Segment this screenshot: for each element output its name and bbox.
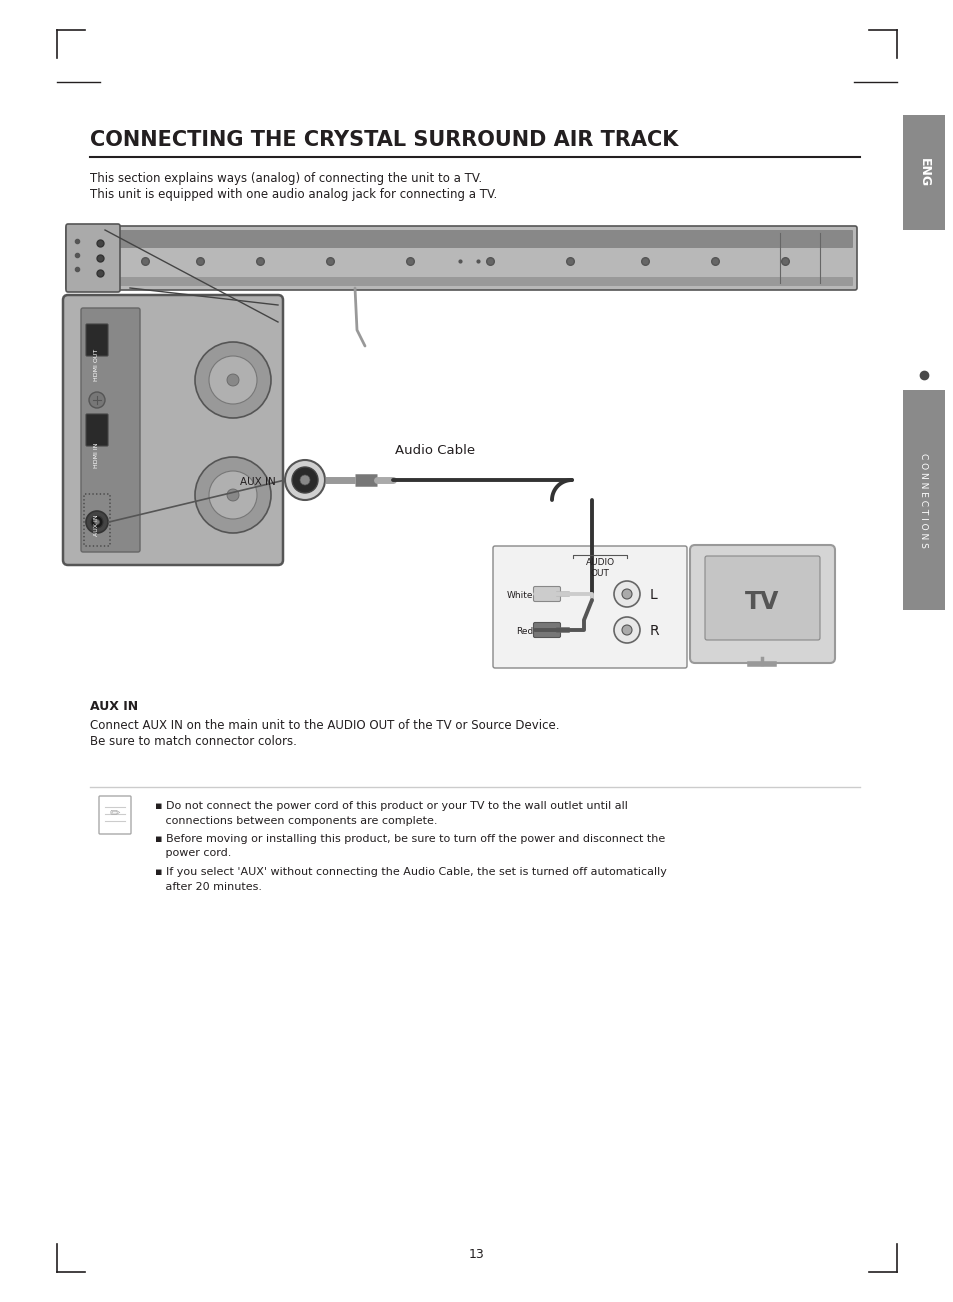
FancyBboxPatch shape <box>86 414 108 447</box>
Text: This section explains ways (analog) of connecting the unit to a TV.: This section explains ways (analog) of c… <box>90 172 481 185</box>
Text: R: R <box>649 624 659 638</box>
Text: CONNECTING THE CRYSTAL SURROUND AIR TRACK: CONNECTING THE CRYSTAL SURROUND AIR TRAC… <box>90 130 678 150</box>
Circle shape <box>285 460 325 500</box>
Text: Connect AUX IN on the main unit to the AUDIO OUT of the TV or Source Device.: Connect AUX IN on the main unit to the A… <box>90 719 558 732</box>
Circle shape <box>209 355 256 404</box>
Circle shape <box>194 457 271 533</box>
Text: ▪ Before moving or installing this product, be sure to turn off the power and di: ▪ Before moving or installing this produ… <box>154 835 664 844</box>
FancyBboxPatch shape <box>81 309 140 552</box>
Text: HDMI OUT: HDMI OUT <box>94 349 99 381</box>
Circle shape <box>91 516 103 529</box>
Text: Audio Cable: Audio Cable <box>395 444 475 457</box>
Circle shape <box>94 519 99 525</box>
Text: AUX IN: AUX IN <box>90 700 138 713</box>
FancyBboxPatch shape <box>704 556 820 641</box>
Text: TV: TV <box>744 590 779 615</box>
FancyBboxPatch shape <box>902 391 944 611</box>
Text: This unit is equipped with one audio analog jack for connecting a TV.: This unit is equipped with one audio ana… <box>90 187 497 201</box>
Circle shape <box>89 392 105 408</box>
Text: OUT: OUT <box>590 569 609 578</box>
Text: after 20 minutes.: after 20 minutes. <box>154 881 262 892</box>
Text: ▪ Do not connect the power cord of this product or your TV to the wall outlet un: ▪ Do not connect the power cord of this … <box>154 801 627 811</box>
Circle shape <box>209 471 256 519</box>
FancyBboxPatch shape <box>66 224 120 292</box>
Circle shape <box>86 510 108 533</box>
Text: Be sure to match connector colors.: Be sure to match connector colors. <box>90 736 296 749</box>
Text: connections between components are complete.: connections between components are compl… <box>154 815 437 825</box>
FancyBboxPatch shape <box>70 230 852 247</box>
Circle shape <box>292 467 317 493</box>
Circle shape <box>299 475 310 486</box>
Text: ▪ If you select 'AUX' without connecting the Audio Cable, the set is turned off : ▪ If you select 'AUX' without connecting… <box>154 867 666 878</box>
Text: power cord.: power cord. <box>154 849 232 858</box>
Text: C O N N E C T I O N S: C O N N E C T I O N S <box>919 453 927 547</box>
Text: White: White <box>506 591 533 600</box>
FancyBboxPatch shape <box>493 546 686 668</box>
FancyBboxPatch shape <box>70 277 852 286</box>
Circle shape <box>614 581 639 607</box>
FancyBboxPatch shape <box>99 796 131 835</box>
Text: AUX IN: AUX IN <box>94 514 99 536</box>
FancyBboxPatch shape <box>902 115 944 230</box>
FancyBboxPatch shape <box>689 546 834 663</box>
Circle shape <box>227 490 239 501</box>
FancyBboxPatch shape <box>533 586 560 602</box>
Text: ✏: ✏ <box>110 807 120 820</box>
FancyBboxPatch shape <box>63 296 283 565</box>
FancyBboxPatch shape <box>533 622 560 638</box>
Circle shape <box>227 374 239 385</box>
Circle shape <box>194 342 271 418</box>
Text: Red: Red <box>516 628 533 637</box>
Circle shape <box>621 589 631 599</box>
Circle shape <box>614 617 639 643</box>
Text: AUX IN: AUX IN <box>240 477 275 487</box>
FancyBboxPatch shape <box>66 227 856 290</box>
Text: ENG: ENG <box>917 158 929 187</box>
Text: HDMI IN: HDMI IN <box>94 443 99 467</box>
Text: L: L <box>649 589 657 602</box>
Text: AUDIO: AUDIO <box>585 559 614 566</box>
Text: 13: 13 <box>469 1249 484 1262</box>
FancyBboxPatch shape <box>86 324 108 355</box>
Circle shape <box>621 625 631 635</box>
